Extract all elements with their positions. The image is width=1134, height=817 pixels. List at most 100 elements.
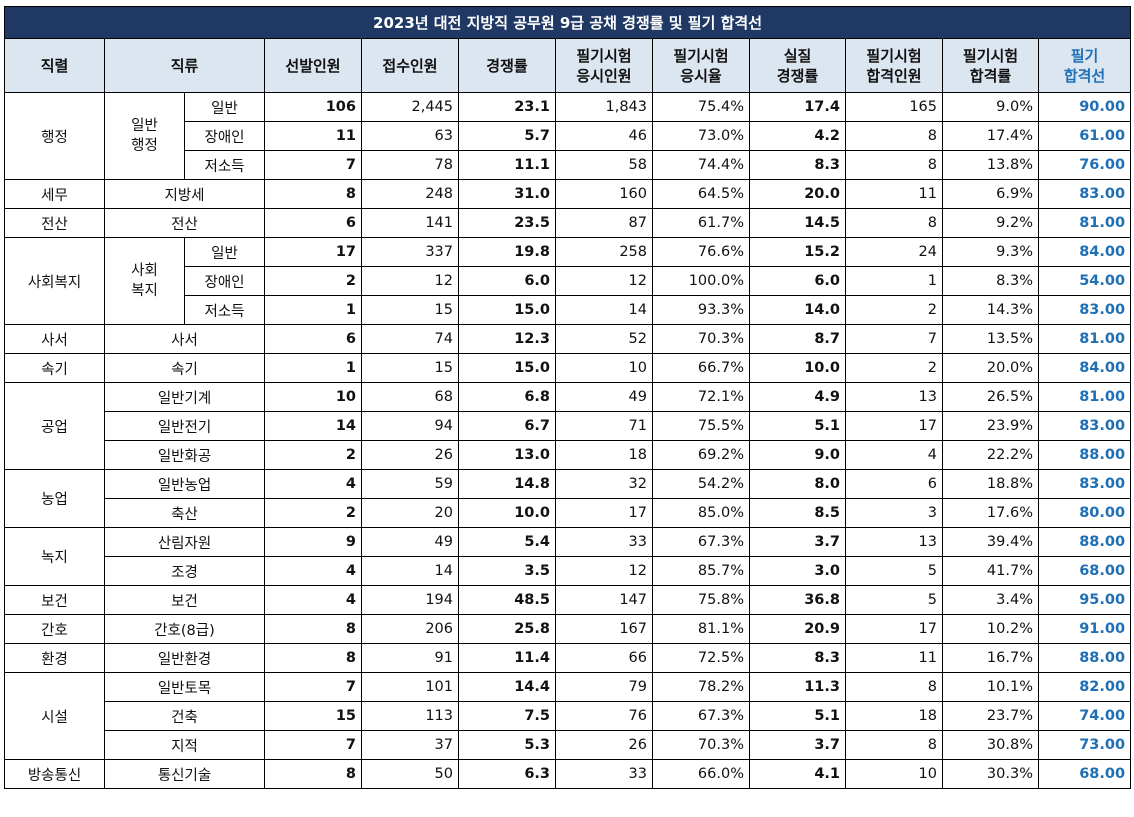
pass-rate-cell: 13.8% (942, 150, 1039, 180)
pass-rate-cell: 13.5% (942, 324, 1039, 354)
competition-ratio-cell: 6.3 (458, 759, 556, 789)
real-competition-cell: 11.3 (749, 672, 846, 702)
table-row: 공업 일반기계 10 68 6.8 49 72.1% 4.9 13 26.5% 81.00 (4, 382, 1132, 470)
job-category-cell: 사서 (104, 324, 265, 354)
cutoff-score-cell: 82.00 (1037, 672, 1132, 702)
header-cell-applicants: 접수인원 (361, 38, 459, 93)
job-category-cell: 일반 (184, 237, 265, 267)
competition-ratio-cell: 5.7 (458, 121, 556, 151)
exam-rate-cell: 74.4% (652, 150, 750, 180)
passers-cell: 13 (845, 527, 943, 557)
applicant-count-cell: 141 (361, 208, 459, 238)
passers-cell: 165 (845, 92, 943, 122)
cutoff-score-cell: 90.00 (1037, 92, 1132, 122)
cutoff-score-cell: 73.00 (1037, 730, 1132, 760)
table-row: 일반화공 2 26 13.0 18 69.2% 9.0 4 22.2% 88.00 (5, 440, 1132, 470)
job-series-cell: 사회복지 (4, 237, 105, 325)
selected-count-cell: 1 (264, 353, 362, 383)
cutoff-score-cell: 68.00 (1037, 556, 1132, 586)
job-series-cell: 공업 (4, 382, 105, 470)
competition-ratio-cell: 6.7 (458, 411, 556, 441)
competition-ratio-cell: 48.5 (458, 585, 556, 615)
table-title: 2023년 대전 지방직 공무원 9급 공채 경쟁률 및 필기 합격선 (3, 6, 1132, 39)
exam-takers-cell: 10 (555, 353, 653, 383)
table-row: 장애인 2 12 6.0 12 100.0% 6.0 1 8.3% 54.00 (5, 266, 1132, 296)
table-body: 행정 일반 행정 일반 106 2,445 23.1 1,843 75.4% 17.4 165 9.0… (4, 92, 1132, 789)
selected-count-cell: 2 (264, 440, 362, 470)
job-category-cell: 조경 (104, 556, 265, 586)
exam-takers-cell: 71 (555, 411, 653, 441)
exam-rate-cell: 73.0% (652, 121, 750, 151)
real-competition-cell: 14.5 (749, 208, 846, 238)
cutoff-score-cell: 80.00 (1037, 498, 1132, 528)
pass-rate-cell: 39.4% (942, 527, 1039, 557)
table-row: 속기 속기 1 15 15.0 10 66.7% 10.0 2 20.0% 84.00 (4, 353, 1132, 383)
exam-rate-cell: 85.7% (652, 556, 750, 586)
selected-count-cell: 6 (264, 208, 362, 238)
table-row: 전산 전산 6 141 23.5 87 61.7% 14.5 8 9.2% 81.00 (4, 208, 1132, 238)
cutoff-score-cell: 81.00 (1037, 324, 1132, 354)
pass-rate-cell: 9.0% (942, 92, 1039, 122)
passers-cell: 10 (845, 759, 943, 789)
exam-rate-cell: 70.3% (652, 730, 750, 760)
table-row: 건축 15 113 7.5 76 67.3% 5.1 18 23.7% 74.00 (5, 701, 1132, 731)
table-row: 환경 일반환경 8 91 11.4 66 72.5% 8.3 11 16.7% 88.00 (4, 643, 1132, 673)
pass-rate-cell: 18.8% (942, 469, 1039, 499)
job-category-cell: 산림자원 (104, 527, 265, 557)
job-category-cell: 간호(8급) (104, 614, 265, 644)
passers-cell: 8 (845, 672, 943, 702)
pass-rate-cell: 26.5% (942, 382, 1039, 412)
selected-count-cell: 11 (264, 121, 362, 151)
exam-rate-cell: 75.5% (652, 411, 750, 441)
applicant-count-cell: 113 (361, 701, 459, 731)
applicant-count-cell: 12 (361, 266, 459, 296)
exam-takers-cell: 58 (555, 150, 653, 180)
real-competition-cell: 3.0 (749, 556, 846, 586)
pass-rate-cell: 23.9% (942, 411, 1039, 441)
passers-cell: 6 (845, 469, 943, 499)
job-category-cell: 건축 (104, 701, 265, 731)
competition-table-container: 2023년 대전 지방직 공무원 9급 공채 경쟁률 및 필기 합격선 직렬 직… (3, 6, 1132, 789)
applicant-count-cell: 337 (361, 237, 459, 267)
competition-ratio-cell: 3.5 (458, 556, 556, 586)
exam-rate-cell: 69.2% (652, 440, 750, 470)
table-row: 방송통신 통신기술 8 50 6.3 33 66.0% 4.1 10 30.3% 68.00 (4, 759, 1132, 789)
job-category-cell: 일반전기 (104, 411, 265, 441)
exam-rate-cell: 70.3% (652, 324, 750, 354)
cutoff-score-cell: 88.00 (1037, 643, 1132, 673)
pass-rate-cell: 30.8% (942, 730, 1039, 760)
applicant-count-cell: 101 (361, 672, 459, 702)
table-row: 저소득 1 15 15.0 14 93.3% 14.0 2 14.3% 83.00 (5, 295, 1132, 325)
selected-count-cell: 7 (264, 150, 362, 180)
exam-takers-cell: 26 (555, 730, 653, 760)
table-row: 저소득 7 78 11.1 58 74.4% 8.3 8 13.8% 76.00 (5, 150, 1132, 180)
header-line: 필기시험 (866, 46, 922, 65)
pass-rate-cell: 10.2% (942, 614, 1039, 644)
table-row: 장애인 11 63 5.7 46 73.0% 4.2 8 17.4% 61.00 (5, 121, 1132, 151)
competition-ratio-cell: 7.5 (458, 701, 556, 731)
applicant-count-cell: 15 (361, 353, 459, 383)
passers-cell: 1 (845, 266, 943, 296)
real-competition-cell: 14.0 (749, 295, 846, 325)
job-category-cell: 일반농업 (104, 469, 265, 499)
cutoff-score-cell: 84.00 (1037, 237, 1132, 267)
applicant-count-cell: 68 (361, 382, 459, 412)
exam-rate-cell: 100.0% (652, 266, 750, 296)
real-competition-cell: 8.7 (749, 324, 846, 354)
pass-rate-cell: 14.3% (942, 295, 1039, 325)
passers-cell: 17 (845, 614, 943, 644)
pass-rate-cell: 16.7% (942, 643, 1039, 673)
table-row: 행정 일반 행정 일반 106 2,445 23.1 1,843 75.4% 17.4 165 9.0… (4, 92, 1132, 180)
header-cell-job-category: 직류 (104, 38, 265, 93)
exam-takers-cell: 49 (555, 382, 653, 412)
competition-ratio-cell: 11.4 (458, 643, 556, 673)
exam-rate-cell: 85.0% (652, 498, 750, 528)
exam-rate-cell: 64.5% (652, 179, 750, 209)
selected-count-cell: 10 (264, 382, 362, 412)
selected-count-cell: 8 (264, 614, 362, 644)
job-series-cell: 농업 (4, 469, 105, 528)
cutoff-score-cell: 81.00 (1037, 382, 1132, 412)
table-row: 세무 지방세 8 248 31.0 160 64.5% 20.0 11 6.9% 83.00 (4, 179, 1132, 209)
passers-cell: 8 (845, 208, 943, 238)
job-category-cell: 전산 (104, 208, 265, 238)
